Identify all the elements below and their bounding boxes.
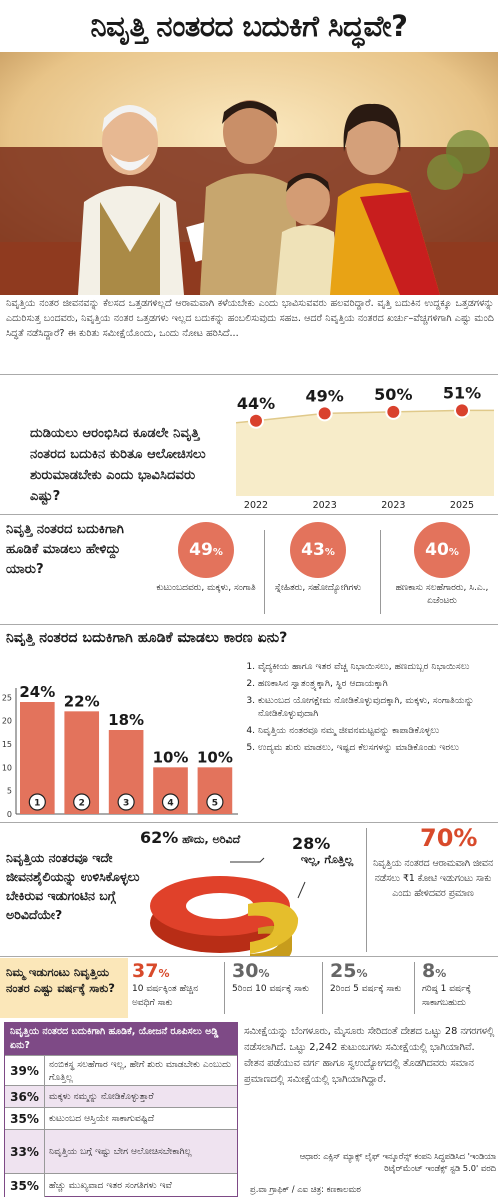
area-point — [248, 412, 264, 429]
advisor-circle-3: 40% — [414, 522, 470, 578]
advisor-label-3: ಹಣಕಾಸು ಸಲಹೆಗಾರರು, ಸಿ.ಎ., ಏಜೆಂಟರು — [395, 583, 489, 606]
table-row: 36% ಮಕ್ಕಳು ನಮ್ಮನ್ನು ನೋಡಿಕೊಳ್ಳುತ್ತಾರೆ — [5, 1085, 237, 1107]
reasons-list: ವೈದ್ಯಕೀಯ ಹಾಗೂ ಇತರ ವೆಚ್ಚ ನಿಭಾಯಿಸಲು, ಹಣದುಬ… — [244, 660, 496, 758]
x-tick-label: 2023 — [381, 500, 405, 511]
reason-item: ಉದ್ಯಮ ಶುರು ಮಾಡಲು, ಇಷ್ಟದ ಕೆಲಸಗಳನ್ನು ಮಾಡಿಕ… — [258, 741, 496, 754]
x-tick-label: 2 — [79, 799, 85, 809]
savings-stat-1: 37% 10 ವರ್ಷಕ್ಕಿಂತ ಹೆಚ್ಚಿನ ಅವಧಿಗೆ ಸಾಕು — [132, 960, 199, 1008]
bar-number-badge — [161, 793, 180, 811]
savings-stat-4: 8% ಗರಿಷ್ಠ 1 ವರ್ಷಕ್ಕೆ ಸಾಕಾಗಬಹುದು — [422, 960, 472, 1008]
area-point — [454, 402, 470, 419]
leader-line-yes — [230, 857, 265, 863]
data-label: 10% — [197, 748, 233, 766]
savings-stat-2: 30% 5ರಿಂದ 10 ವರ್ಷಕ್ಕೆ ಸಾಕು — [232, 960, 310, 994]
reason-item: ಕುಟುಂಬದ ಯೋಗಕ್ಷೇಮ ನೋಡಿಕೊಳ್ಳುವುದಕ್ಕಾಗಿ, ಮಕ… — [258, 694, 496, 720]
divider — [0, 624, 498, 625]
page-title: ನಿವೃತ್ತಿ ನಂತರದ ಬದುಕಿಗೆ ಸಿದ್ಧವೇ? — [0, 0, 498, 52]
data-label: 24% — [19, 683, 55, 701]
obstacles-table: ನಿವೃತ್ತಿಯ ನಂತರದ ಬದುಕಿಗಾಗಿ ಹೂಡಿಕೆ, ಯೋಜನೆ … — [4, 1022, 238, 1197]
donut-hole — [186, 893, 254, 919]
y-tick-label: 10 — [2, 763, 12, 772]
data-label: 22% — [64, 692, 100, 710]
divider — [0, 374, 498, 375]
area-chart-section: ದುಡಿಯಲು ಆರಂಭಿಸಿದ ಕೂಡಲೇ ನಿವೃತ್ತಿ ನಂತರದ ಬದ… — [0, 375, 498, 513]
advisor-circle-2: 43% — [290, 522, 346, 578]
advisors-question: ನಿವೃತ್ತಿ ನಂತರದ ಬದುಕಿಗಾಗಿ ಹೂಡಿಕೆ ಮಾಡಲು ಹೇ… — [6, 522, 124, 577]
savings-section: ನಿಮ್ಮ ಇಡುಗಂಟು ನಿವೃತ್ತಿಯ ನಂತರ ಎಷ್ಟು ವರ್ಷಕ… — [0, 958, 498, 1018]
data-label: 49% — [306, 386, 344, 405]
awareness-yes-label: 62% ಹೌದು, ಅರಿವಿದೆ — [140, 828, 241, 847]
divider — [0, 514, 498, 515]
bar-number-badge — [28, 793, 46, 811]
data-label: 18% — [108, 711, 144, 729]
y-tick-label: 25 — [2, 693, 12, 702]
chart1-title: ದುಡಿಯಲು ಆರಂಭಿಸಿದ ಕೂಡಲೇ ನಿವೃತ್ತಿ ನಂತರದ ಬದ… — [30, 426, 206, 504]
highlight-percent: 70% — [420, 824, 478, 852]
table-row: 39% ನಂಬಿಕಸ್ಥ ಸಲಹೆಗಾರ ಇಲ್ಲ, ಹೇಗೆ ಶುರು ಮಾಡಬ… — [5, 1055, 237, 1085]
awareness-question: ನಿವೃತ್ತಿಯ ನಂತರವೂ ಇದೇ ಜೀವನಶೈಲಿಯನ್ನು ಉಳಿಸಿ… — [6, 850, 140, 922]
table-row: 35% ಕುಟುಂಬದ ಆಸ್ತಿಯೇ ಸಾಕಾಗುವಷ್ಟಿದೆ — [5, 1107, 237, 1129]
x-tick-label: 2023 — [313, 500, 337, 511]
area-point — [316, 405, 333, 422]
y-tick-label: 20 — [2, 717, 12, 726]
leader-line-no — [297, 881, 306, 899]
source-note: ಆಧಾರ: ಎಕ್ಸಿಸ್ ಮ್ಯಾಕ್ಸ್ ಲೈಫ್ ಇನ್ಶೂರೆನ್ಸ್ … — [299, 1151, 496, 1173]
x-tick-label: 4 — [167, 799, 173, 809]
advisor-label-1: ಕುಟುಂಬದವರು, ಮಕ್ಕಳು, ಸಂಗಾತಿ — [156, 583, 256, 593]
divider — [380, 530, 381, 614]
survey-text: ಸಮೀಕ್ಷೆಯನ್ನು ಬೆಂಗಳೂರು, ಮೈಸೂರು ಸೇರಿದಂತೆ ದ… — [244, 1026, 495, 1085]
data-label: 10% — [153, 748, 189, 766]
x-tick-label: 1 — [34, 799, 40, 809]
area-chart: 44% 2022 49% 2023 50% 2023 51% 2025 — [236, 378, 494, 512]
x-tick-label: 2022 — [244, 500, 268, 511]
data-label: 50% — [374, 385, 412, 404]
awareness-donut — [150, 857, 306, 956]
intro-paragraph: ನಿವೃತ್ತಿಯ ನಂತರ ಜೀವನವನ್ನು ಕೆಲಸದ ಒತ್ತಡಗಳಿಲ… — [6, 298, 494, 339]
obstacles-table-header: ನಿವೃತ್ತಿಯ ನಂತರದ ಬದುಕಿಗಾಗಿ ಹೂಡಿಕೆ, ಯೋಜನೆ … — [5, 1023, 237, 1055]
credit-line: ಪ್ರ.ವಾ ಗ್ರಾಫಿಕ್ / ಎಐ ಚಿತ್ರ: ಕಣಕಾಲಮಠ — [250, 1184, 361, 1194]
area-point — [385, 403, 402, 420]
savings-question: ನಿಮ್ಮ ಇಡುಗಂಟು ನಿವೃತ್ತಿಯ ನಂತರ ಎಷ್ಟು ವರ್ಷಕ… — [0, 958, 128, 1018]
y-tick-label: 15 — [2, 740, 12, 749]
advisor-label-2: ಸ್ನೇಹಿತರು, ಸಹೋದ್ಯೋಗಿಗಳು — [274, 583, 362, 593]
divider — [0, 956, 498, 957]
bar-number-badge — [117, 793, 135, 811]
bar-chart-title: ನಿವೃತ್ತಿ ನಂತರದ ಬದುಕಿಗಾಗಿ ಹೂಡಿಕೆ ಮಾಡಲು ಕಾ… — [6, 630, 288, 646]
divider — [264, 530, 265, 614]
table-row: 35% ಹೆಚ್ಚು ಮುಖ್ಯವಾದ ಇತರ ಸಂಗತಿಗಳು ಇವೆ — [5, 1173, 237, 1197]
x-tick-label: 5 — [212, 799, 218, 809]
savings-stat-3: 25% 2ರಿಂದ 5 ವರ್ಷಕ್ಕೆ ಸಾಕು — [330, 960, 402, 994]
data-label: 51% — [443, 383, 481, 402]
donut-no-slice — [248, 901, 299, 954]
advisor-circle-1: 49% — [178, 522, 234, 578]
bar-number-badge — [73, 793, 91, 811]
area-fill — [236, 410, 494, 496]
reason-item: ಹಣಕಾಸಿನ ಸ್ವಾತಂತ್ರ್ಯಕ್ಕಾಗಿ, ಸ್ಥಿರ ಆದಾಯಕ್ಕ… — [258, 677, 496, 690]
reason-item: ನಿವೃತ್ತಿಯ ನಂತರವೂ ನಮ್ಮ ಜೀವನಮಟ್ಟವನ್ನು ಕಾಪಾ… — [258, 724, 496, 737]
highlight-description: ನಿವೃತ್ತಿಯ ನಂತರದ ಆರಾಮವಾಗಿ ಜೀವನ ನಡೆಸಲು ₹1 … — [372, 858, 494, 899]
data-label: 44% — [237, 394, 275, 413]
awareness-no-label: 28% ಇಲ್ಲ, ಗೊತ್ತಿಲ್ಲ — [292, 834, 354, 866]
y-tick-label: 0 — [7, 810, 12, 819]
x-tick-label: 3 — [123, 799, 129, 809]
bar-chart: 0 5 10 15 20 25 24% 1 22% 2 18% 3 10% 4 10% 5 — [2, 683, 238, 819]
x-tick-label: 2025 — [450, 500, 474, 511]
reason-item: ವೈದ್ಯಕೀಯ ಹಾಗೂ ಇತರ ವೆಚ್ಚ ನಿಭಾಯಿಸಲು, ಹಣದುಬ… — [258, 660, 496, 673]
bar-number-badge — [206, 793, 224, 811]
divider — [366, 828, 367, 952]
y-tick-label: 5 — [7, 787, 12, 796]
family-illustration — [0, 52, 498, 295]
table-row: 33% ನಿವೃತ್ತಿಯ ಬಗ್ಗೆ ಇಷ್ಟು ಬೇಗ ಆಲೋಚಿಸಬೇಕಾಗ… — [5, 1129, 237, 1173]
divider — [0, 822, 498, 823]
